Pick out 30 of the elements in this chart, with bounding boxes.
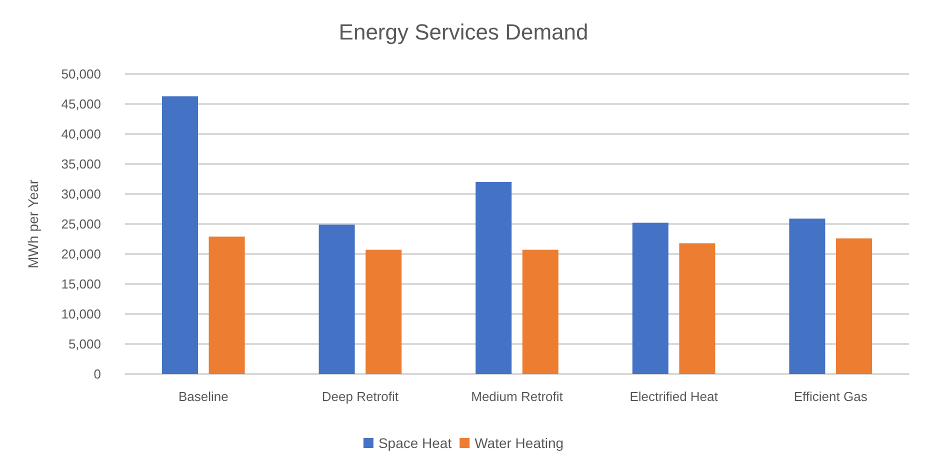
bar xyxy=(318,224,355,374)
y-tick-label: 35,000 xyxy=(61,156,101,172)
legend-label: Space Heat xyxy=(378,435,452,451)
x-tick-label: Efficient Gas xyxy=(794,389,868,404)
bar xyxy=(162,96,198,374)
bar xyxy=(366,250,402,374)
y-tick-label: 45,000 xyxy=(61,96,101,112)
y-tick-label: 10,000 xyxy=(61,306,101,322)
y-tick-label: 5,000 xyxy=(68,336,101,352)
bar xyxy=(836,238,872,374)
bar xyxy=(522,250,558,374)
bar xyxy=(476,182,512,374)
bar xyxy=(208,236,245,374)
y-tick-label: 0 xyxy=(94,366,101,382)
y-tick-label: 50,000 xyxy=(61,66,101,82)
y-tick-label: 15,000 xyxy=(61,276,101,292)
y-tick-label: 20,000 xyxy=(61,246,101,262)
legend-label: Water Heating xyxy=(474,435,564,451)
x-tick-label: Medium Retrofit xyxy=(471,389,564,404)
y-axis-title: MWh per Year xyxy=(25,179,41,268)
x-tick-label: Deep Retrofit xyxy=(322,389,399,404)
x-tick-label: Baseline xyxy=(178,389,228,404)
chart-title: Energy Services Demand xyxy=(338,20,588,44)
x-tick-label: Electrified Heat xyxy=(630,389,718,404)
y-tick-label: 40,000 xyxy=(61,126,101,142)
y-tick-label: 30,000 xyxy=(61,186,101,202)
y-tick-label: 25,000 xyxy=(61,216,101,232)
bar xyxy=(789,218,826,374)
bar xyxy=(632,222,668,374)
bar xyxy=(679,243,716,374)
